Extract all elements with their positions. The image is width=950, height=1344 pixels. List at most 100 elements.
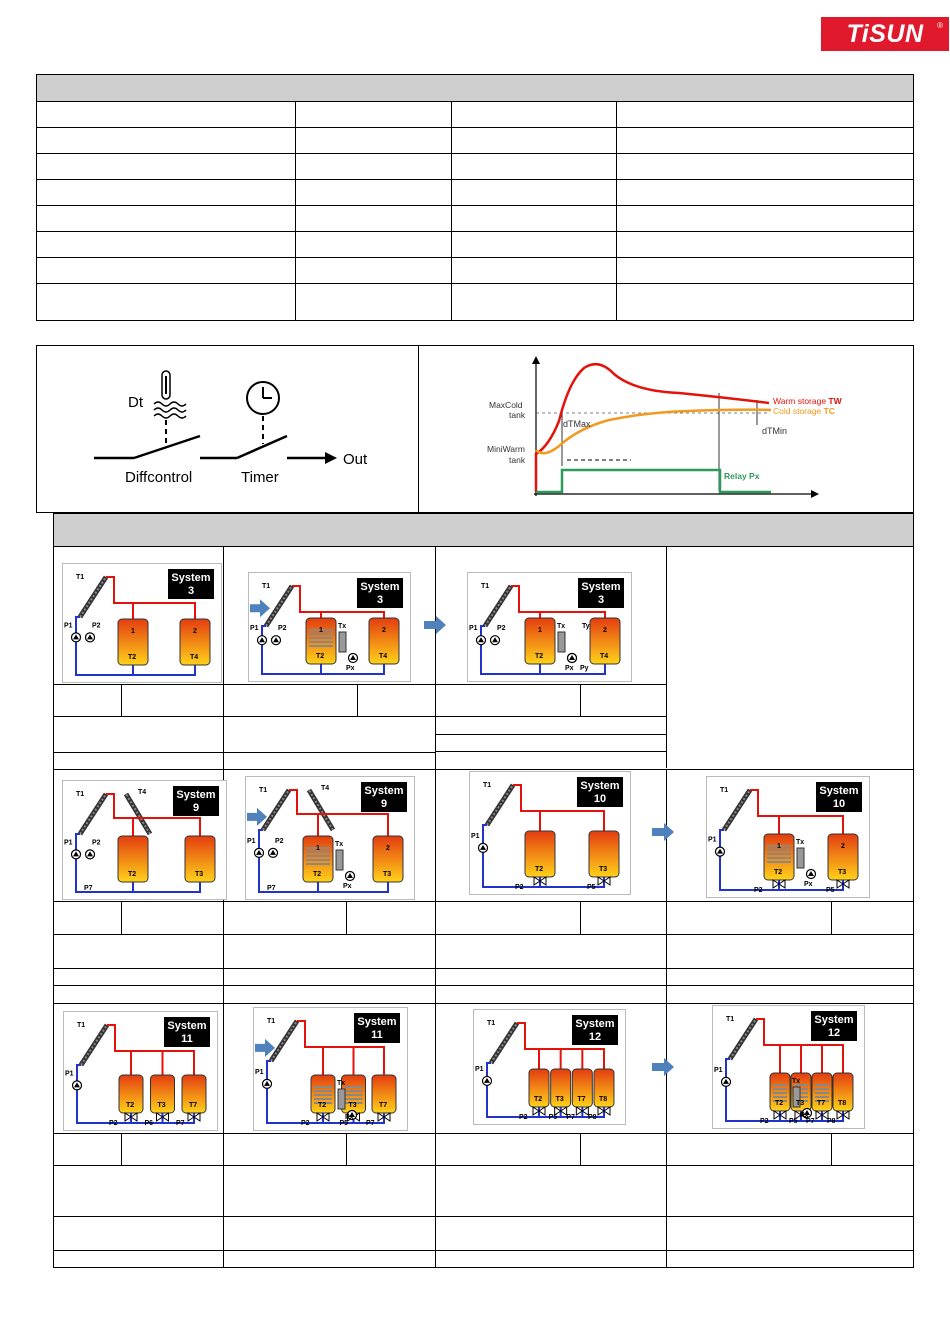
arrow-right-icon xyxy=(255,1038,275,1057)
clock-icon xyxy=(246,381,280,415)
pump-icon xyxy=(714,846,726,857)
warm-storage-legend: Warm storage TW xyxy=(773,396,843,406)
schematic-label: P1 xyxy=(65,1070,74,1077)
solar-collector-icon xyxy=(727,1017,759,1061)
schematic-label: P5 xyxy=(789,1118,798,1125)
schematic-label: Px xyxy=(346,665,355,672)
temperature-curve-chart: MaxCold tank MiniWarm tank dTMax dTMin W… xyxy=(487,356,843,498)
diagram-row xyxy=(36,345,914,513)
arrow-right-icon xyxy=(250,599,270,618)
schematic-label: 2 xyxy=(386,845,390,852)
pump-icon xyxy=(477,842,489,853)
solar-collector-icon xyxy=(263,584,295,628)
schematic-label: Px xyxy=(345,1114,354,1121)
schematic-label: P1 xyxy=(714,1067,723,1074)
arrow-right-icon xyxy=(424,616,446,634)
valve-icon xyxy=(772,879,780,889)
schematic-label: T7 xyxy=(189,1102,197,1109)
schematic-label: P1 xyxy=(469,625,478,632)
schematic-label: Tx xyxy=(338,623,346,630)
schematic-label: T2 xyxy=(128,871,136,878)
schematic-label: T2 xyxy=(318,1102,326,1109)
pump-icon xyxy=(481,1075,493,1087)
schematic-label: T2 xyxy=(126,1102,134,1109)
schematic-label: P2 xyxy=(760,1118,769,1125)
storage-tank xyxy=(368,617,400,665)
system-title: System xyxy=(171,572,210,584)
schematic-label: Tx xyxy=(335,841,343,848)
pump-icon xyxy=(70,849,82,860)
miniwarm-label: MiniWarm xyxy=(487,444,525,454)
system-number: 10 xyxy=(833,798,845,810)
table-row xyxy=(36,257,914,284)
system-title: System xyxy=(360,581,399,593)
schematic-label: T2 xyxy=(774,869,782,876)
schematic-label: 1 xyxy=(316,845,320,852)
schematic-label: T3 xyxy=(195,871,203,878)
schematic-label: P1 xyxy=(471,833,480,840)
storage-tank xyxy=(372,835,404,883)
solar-collector-icon xyxy=(488,1021,520,1065)
schematic-label: T1 xyxy=(262,583,270,590)
logo-registered-mark: ® xyxy=(937,21,943,30)
valve-icon xyxy=(773,1110,781,1120)
solar-collector-icon xyxy=(268,1019,300,1063)
schematic-label: T3 xyxy=(838,869,846,876)
pump-icon xyxy=(267,847,279,858)
table1-header-bar xyxy=(36,74,914,102)
schematic-label: P5 xyxy=(587,884,596,891)
schematic-label: Tx xyxy=(796,839,804,846)
storage-tank xyxy=(117,618,149,666)
relay-px-label: Relay Px xyxy=(724,471,760,481)
schematic-label: Tx xyxy=(792,1078,800,1085)
miniwarm-label-tank: tank xyxy=(509,455,526,465)
storage-tank xyxy=(827,833,859,881)
schematic-label: P5 xyxy=(340,1120,349,1127)
storage-tank xyxy=(524,617,556,665)
schematic-label: 2 xyxy=(603,627,607,634)
system-title: System xyxy=(176,789,215,801)
schematic-label: P7 xyxy=(366,1120,375,1127)
schematic-label: P2 xyxy=(301,1120,310,1127)
schematic-label: T3 xyxy=(599,866,607,873)
schematic-label: T3 xyxy=(556,1096,564,1103)
valve-icon xyxy=(554,1106,562,1116)
schematic-label: P8 xyxy=(588,1114,597,1121)
pump-icon xyxy=(253,847,265,858)
schematic-label: T7 xyxy=(817,1100,825,1107)
schematic-label: T1 xyxy=(481,583,489,590)
dt-label: Dt xyxy=(128,394,144,411)
schematic-label: P2 xyxy=(275,838,284,845)
schematic-label: 2 xyxy=(841,843,845,850)
logo-text: TiSUN xyxy=(846,20,924,48)
heat-exchanger-icon xyxy=(335,849,344,871)
schematic-label: T2 xyxy=(313,871,321,878)
solar-collector-icon xyxy=(721,788,753,832)
schematic-label: P2 xyxy=(497,625,506,632)
schematic-label: P7 xyxy=(176,1120,185,1127)
schematic-label: P1 xyxy=(255,1069,264,1076)
schematic-label: T7 xyxy=(379,1102,387,1109)
dtmin-label: dTMin xyxy=(762,426,787,436)
schematic-label: T3 xyxy=(383,871,391,878)
schematic-label: P1 xyxy=(64,622,73,629)
system-title: System xyxy=(814,1014,853,1026)
valve-icon xyxy=(794,1110,802,1120)
pump-icon xyxy=(475,635,487,646)
system-number: 3 xyxy=(188,585,194,597)
valve-icon xyxy=(836,879,844,889)
system-number: 11 xyxy=(181,1033,193,1045)
pump-icon xyxy=(261,1078,273,1089)
system-title: System xyxy=(167,1020,206,1032)
relay-curve xyxy=(536,468,771,494)
system-title: System xyxy=(580,780,619,792)
storage-tank xyxy=(550,1068,572,1108)
system-title: System xyxy=(357,1016,396,1028)
schematic-label: T1 xyxy=(76,791,84,798)
pump-icon xyxy=(256,635,268,646)
diffcontrol-label: Diffcontrol xyxy=(125,469,192,486)
pump-icon xyxy=(801,1107,813,1119)
